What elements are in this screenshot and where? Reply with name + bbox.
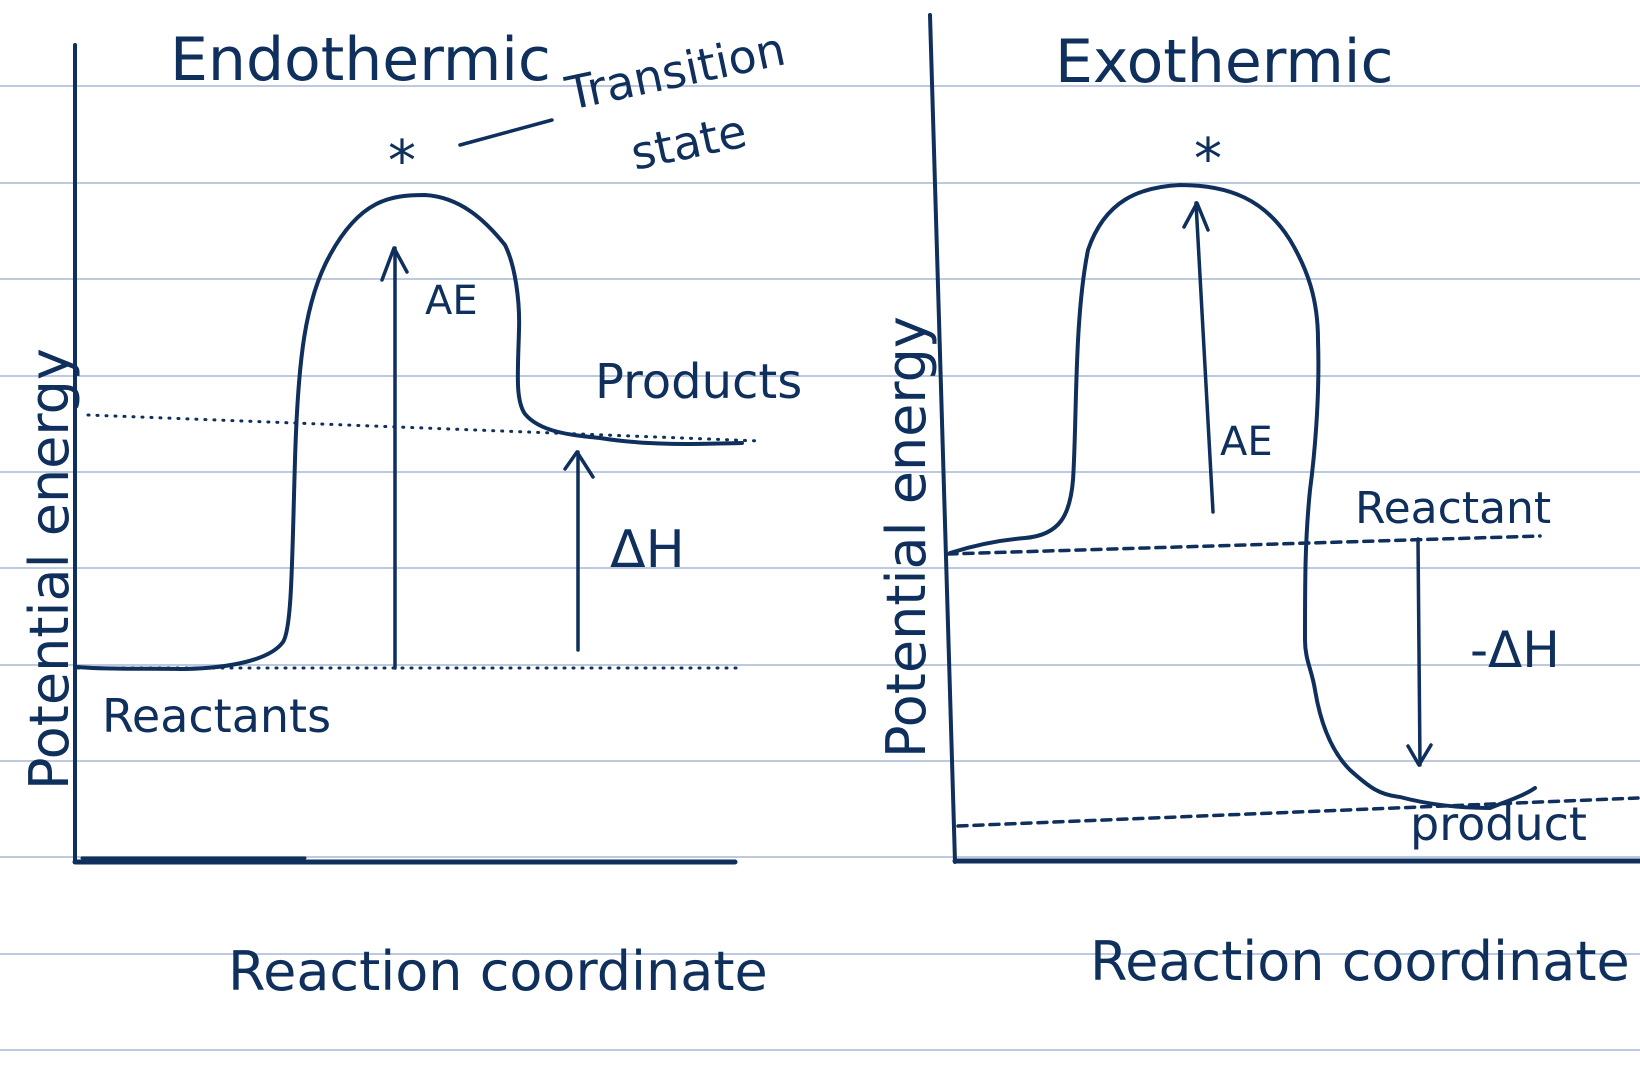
end-state-label: Products xyxy=(595,354,802,410)
product-level-dashed-line xyxy=(956,796,1640,828)
x-axis-label: Reaction coordinate xyxy=(228,940,768,1003)
ruled-lines xyxy=(0,85,1640,1051)
reactant-level-dashed-line xyxy=(946,534,1542,556)
diagram-title: Endothermic xyxy=(170,25,551,95)
arrowhead-up-icon xyxy=(380,246,409,282)
y-axis-label: Potential energy xyxy=(18,348,81,790)
end-state-label: product xyxy=(1410,797,1587,851)
transition-state-leader-line xyxy=(458,118,554,147)
diagram-title: Exothermic xyxy=(1055,27,1393,97)
start-state-label: Reactant xyxy=(1355,483,1551,534)
arrowhead-down-icon xyxy=(1406,743,1433,767)
transition-state-label-line2: state xyxy=(626,104,751,181)
delta-h-label: -ΔH xyxy=(1470,621,1560,679)
x-axis-label: Reaction coordinate xyxy=(1090,930,1630,993)
transition-state-marker: * xyxy=(1194,127,1222,192)
start-state-label: Reactants xyxy=(102,689,331,743)
transition-state-label: Transition xyxy=(560,22,790,121)
activation-energy-label: AE xyxy=(425,278,478,324)
energy-curve xyxy=(948,183,1537,810)
y-axis-label: Potential energy xyxy=(875,316,938,758)
product-level-dotted-line xyxy=(86,413,762,443)
endothermic-diagram: * Endothermic Transition state AE Produc… xyxy=(18,22,802,1003)
arrowhead-up-icon xyxy=(1182,201,1210,232)
delta-h-arrow xyxy=(1416,537,1422,767)
transition-state-marker: * xyxy=(388,129,416,194)
delta-h-label: ΔH xyxy=(610,520,685,580)
exothermic-diagram: * Exothermic AE Reactant -ΔH product Pot… xyxy=(875,13,1640,993)
arrowhead-up-icon xyxy=(563,450,595,479)
activation-energy-arrow xyxy=(1194,201,1215,514)
energy-curve xyxy=(76,193,744,671)
y-axis xyxy=(928,13,957,864)
activation-energy-label: AE xyxy=(1220,419,1273,465)
